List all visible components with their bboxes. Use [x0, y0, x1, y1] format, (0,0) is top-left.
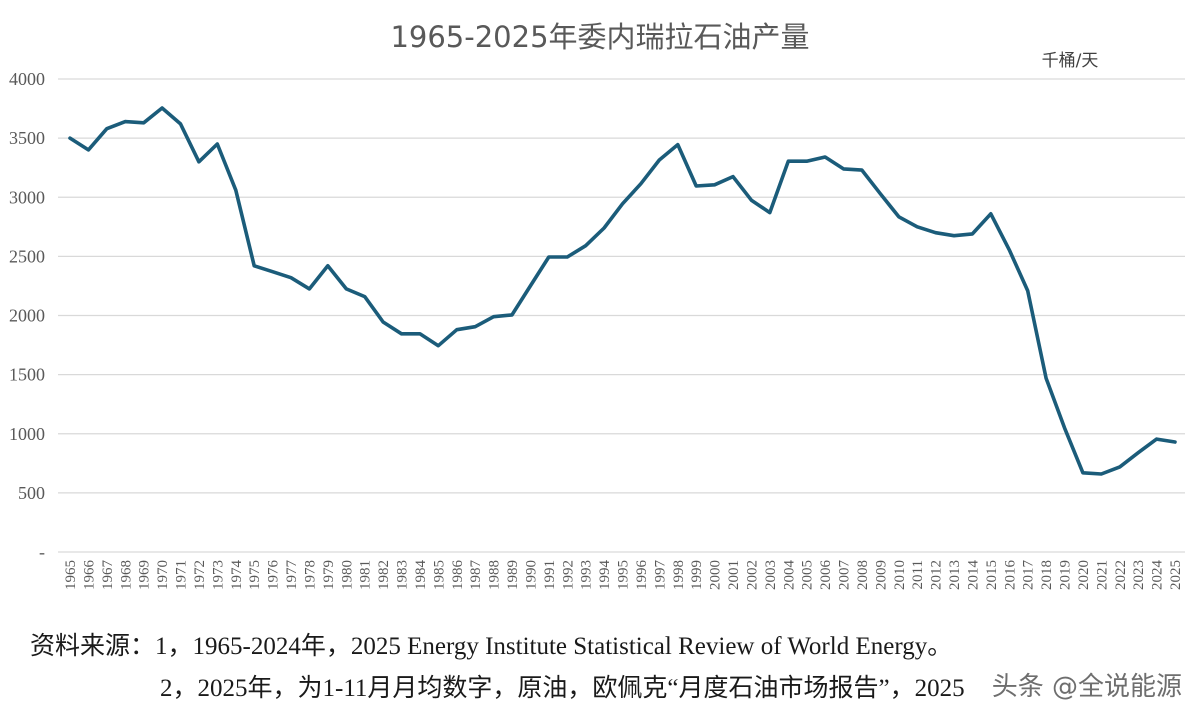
x-tick-label: 2023 — [1131, 560, 1147, 590]
x-tick-label: 2013 — [947, 560, 963, 590]
x-tick-label: 2008 — [855, 560, 871, 590]
series-layer — [68, 106, 1177, 476]
x-tick-label: 2022 — [1113, 560, 1129, 590]
y-tick-label: 1500 — [9, 365, 45, 385]
x-tick-label: 2021 — [1094, 560, 1110, 590]
watermark: 头条 @全说能源 — [991, 672, 1182, 702]
x-tick-label: 2017 — [1021, 560, 1037, 591]
x-tick-label: 1986 — [450, 560, 466, 591]
x-tick-label: 2020 — [1076, 560, 1092, 590]
x-tick-label: 1972 — [192, 560, 208, 590]
x-tick-label: 2012 — [929, 560, 945, 590]
x-tick-label: 1985 — [431, 560, 447, 590]
x-tick-label: 2019 — [1058, 560, 1074, 590]
y-tick-label: - — [39, 542, 45, 562]
x-tick-label: 2002 — [744, 560, 760, 590]
x-tick-label: 1982 — [376, 560, 392, 590]
x-tick-label: 1989 — [505, 560, 521, 590]
x-tick-label: 1970 — [155, 560, 171, 590]
x-tick-label: 1981 — [358, 560, 374, 590]
x-tick-label: 1973 — [210, 560, 226, 590]
x-tick-label: 1971 — [174, 560, 190, 590]
y-tick-label: 3500 — [9, 128, 45, 148]
x-tick-label: 2014 — [965, 560, 981, 591]
x-tick-label: 1999 — [689, 560, 705, 590]
x-tick-label: 1993 — [579, 560, 595, 590]
y-tick-label: 2500 — [9, 246, 45, 266]
x-tick-label: 2007 — [837, 560, 853, 591]
x-tick-label: 1980 — [339, 560, 355, 590]
y-tick-label: 500 — [18, 483, 45, 503]
source-note-1: 资料来源：1，1965-2024年，2025 Energy Institute … — [30, 633, 953, 660]
x-tick-label: 2009 — [873, 560, 889, 590]
x-tick-label: 1967 — [100, 560, 116, 591]
y-tick-label: 4000 — [9, 69, 45, 89]
x-tick-label: 2025 — [1168, 560, 1184, 590]
x-tick-label: 1995 — [616, 560, 632, 590]
y-tick-label: 3000 — [9, 187, 45, 207]
y-axis-ticks: - 500 1000 1500 2000 2500 3000 3500 4000 — [9, 69, 45, 562]
x-tick-label: 1977 — [284, 560, 300, 591]
x-tick-label: 1990 — [523, 560, 539, 590]
x-tick-label: 1997 — [652, 560, 668, 591]
source-note-2: 2，2025年，为1-11月月均数字，原油，欧佩克“月度石油市场报告”，2025 — [160, 675, 965, 702]
series-line — [68, 106, 1177, 476]
x-tick-label: 2010 — [892, 560, 908, 590]
x-tick-label: 1983 — [395, 560, 411, 590]
x-tick-label: 1968 — [118, 560, 134, 590]
x-tick-label: 1996 — [634, 560, 650, 591]
x-tick-label: 1992 — [560, 560, 576, 590]
x-tick-label: 2011 — [910, 560, 926, 589]
x-tick-label: 2004 — [781, 560, 797, 591]
x-tick-label: 1966 — [81, 560, 97, 591]
x-tick-label: 2015 — [984, 560, 1000, 590]
x-axis-ticks: 1965 1966 1967 1968 1969 1970 1971 1972 1973 1974… — [63, 560, 1184, 591]
x-tick-label: 1987 — [468, 560, 484, 591]
x-tick-label: 1969 — [137, 560, 153, 590]
x-tick-label: 1976 — [266, 560, 282, 591]
x-tick-label: 2003 — [763, 560, 779, 590]
chart-title: 1965-2025年委内瑞拉石油产量 — [390, 20, 809, 54]
x-tick-label: 2001 — [726, 560, 742, 590]
x-tick-label: 1965 — [63, 560, 79, 590]
x-tick-label: 1979 — [321, 560, 337, 590]
x-tick-label: 1998 — [671, 560, 687, 590]
x-tick-label: 2005 — [800, 560, 816, 590]
x-tick-label: 1994 — [597, 560, 613, 591]
x-tick-label: 1991 — [542, 560, 558, 590]
x-tick-label: 1978 — [302, 560, 318, 590]
x-tick-label: 2018 — [1039, 560, 1055, 590]
x-tick-label: 1988 — [487, 560, 503, 590]
x-tick-label: 1974 — [229, 560, 245, 591]
x-tick-label: 1975 — [247, 560, 263, 590]
x-tick-label: 2000 — [708, 560, 724, 590]
x-tick-label: 2016 — [1002, 560, 1018, 591]
y-tick-label: 2000 — [9, 306, 45, 326]
unit-label: 千桶/天 — [1042, 51, 1099, 71]
x-tick-label: 1984 — [413, 560, 429, 591]
y-tick-label: 1000 — [9, 424, 45, 444]
x-tick-label: 2024 — [1150, 560, 1166, 591]
x-tick-label: 2006 — [818, 560, 834, 591]
gridlines — [58, 78, 1185, 553]
